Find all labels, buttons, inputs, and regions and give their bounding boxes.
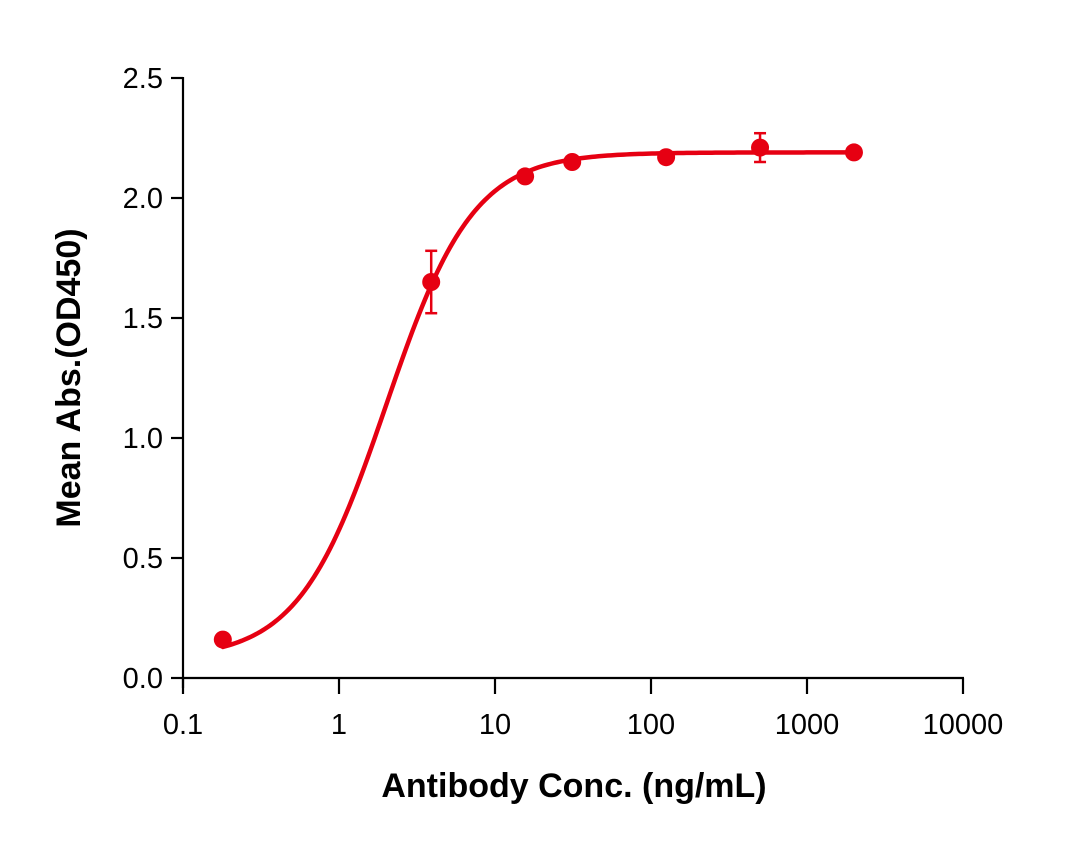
y-tick-label: 1.0 (123, 423, 163, 455)
data-point (844, 143, 863, 162)
data-point (422, 273, 441, 291)
x-tick-label: 10 (479, 709, 511, 741)
data-point (657, 148, 676, 167)
y-tick-label: 0.0 (123, 663, 163, 695)
data-point (516, 167, 535, 186)
x-tick-label: 100 (627, 709, 675, 741)
x-axis-title: Antibody Conc. (ng/mL) (381, 767, 766, 805)
fit-curve (220, 150, 857, 650)
x-axis: 0.1 1 10 100 1000 10000 (163, 676, 1004, 741)
x-tick-label: 1000 (775, 709, 840, 741)
y-axis-title: Mean Abs.(OD450) (50, 228, 88, 527)
y-tick-label: 1.5 (123, 303, 163, 335)
x-tick-label: 1 (331, 709, 347, 741)
x-tick-label: 10000 (923, 709, 1004, 741)
y-tick-label: 0.5 (123, 543, 163, 575)
data-point (213, 630, 232, 649)
y-tick-label: 2.0 (123, 183, 163, 215)
y-axis: 0.0 0.5 1.0 1.5 2.0 2.5 (123, 63, 185, 695)
x-tick-label: 0.1 (163, 709, 203, 741)
data-point (751, 138, 770, 157)
data-point (563, 153, 582, 171)
data-points (213, 131, 863, 649)
y-tick-label: 2.5 (123, 63, 163, 95)
